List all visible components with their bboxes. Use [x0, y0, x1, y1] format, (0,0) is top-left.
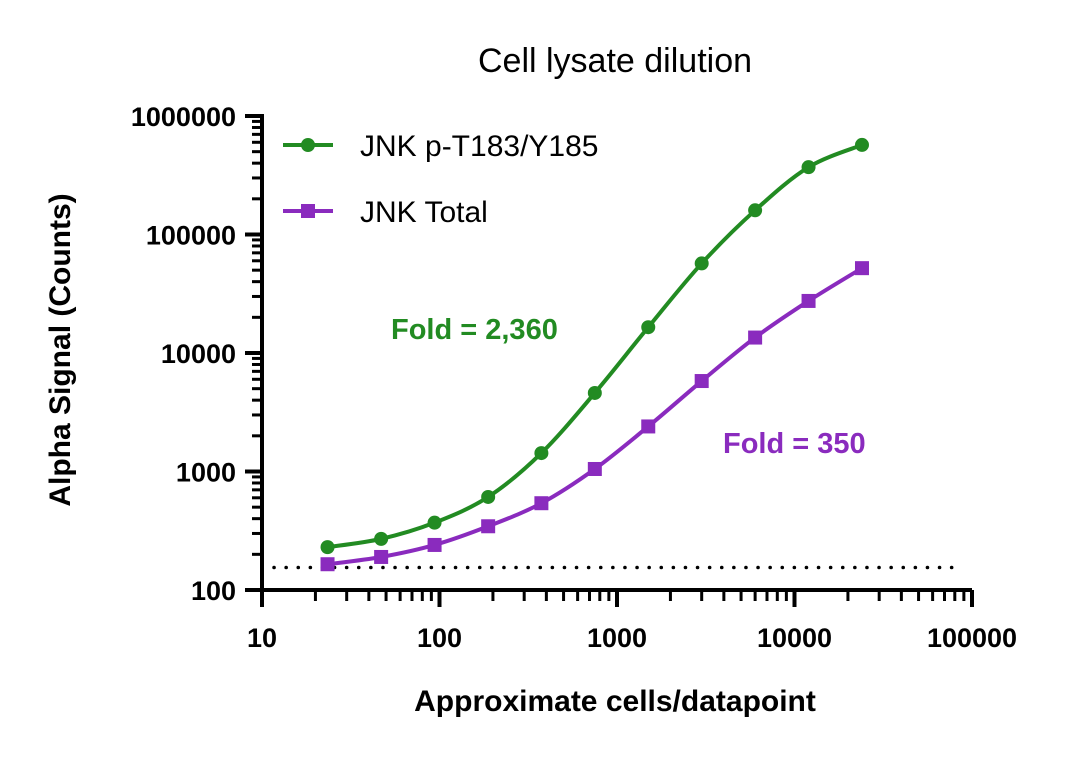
data-point [427, 537, 442, 552]
legend-label-phospho: JNK p-T183/Y185 [360, 130, 598, 163]
series-1 [320, 261, 869, 572]
data-point [374, 549, 389, 564]
y-tick-label: 10000 [161, 339, 236, 369]
data-point [694, 374, 709, 389]
x-tick-label: 1000 [587, 623, 647, 653]
y-tick-label: 1000 [176, 458, 236, 488]
legend: JNK p-T183/Y185 JNK Total [283, 130, 598, 229]
data-point [587, 461, 602, 476]
annotation-fold-phospho: Fold = 2,360 [391, 314, 558, 346]
data-point [320, 557, 335, 572]
series-line [327, 266, 864, 567]
data-point [374, 531, 389, 546]
data-point [481, 489, 496, 504]
legend-marker-total [301, 204, 315, 218]
x-tick-label: 10000 [757, 623, 832, 653]
data-point [481, 519, 496, 534]
data-point [587, 385, 602, 400]
data-point [854, 261, 869, 276]
legend-label-total: JNK Total [360, 196, 488, 229]
x-axis-label: Approximate cells/datapoint [414, 685, 816, 718]
chart-title: Cell lysate dilution [478, 42, 752, 80]
data-point [534, 446, 549, 461]
data-point [854, 137, 869, 152]
series-layer [320, 137, 869, 572]
legend-item-total: JNK Total [283, 196, 488, 229]
data-point [694, 256, 709, 271]
data-point [534, 496, 549, 511]
y-axis-label: Alpha Signal (Counts) [44, 193, 77, 506]
y-tick-label: 1000000 [131, 102, 236, 132]
data-point [748, 203, 763, 218]
legend-item-phospho: JNK p-T183/Y185 [283, 130, 598, 163]
series-line [327, 143, 863, 550]
annotation-fold-total: Fold = 350 [723, 428, 866, 460]
legend-marker-phospho [301, 138, 315, 152]
x-tick-label: 10 [247, 623, 277, 653]
data-point [320, 540, 335, 555]
axes [260, 114, 972, 592]
data-point [748, 330, 763, 345]
series-0 [320, 137, 869, 555]
y-tick-label: 100 [191, 576, 236, 606]
x-axis-ticks: 10 100 1000 10000 100000 [247, 590, 1017, 653]
x-tick-label: 100000 [927, 623, 1017, 653]
data-point [641, 419, 656, 434]
data-point [801, 293, 816, 308]
data-point [801, 160, 816, 175]
data-point [641, 320, 656, 335]
y-axis-ticks: 100 1000 10000 100000 1000000 [131, 102, 262, 606]
y-tick-label: 100000 [146, 221, 236, 251]
x-tick-label: 100 [417, 623, 462, 653]
data-point [427, 515, 442, 530]
